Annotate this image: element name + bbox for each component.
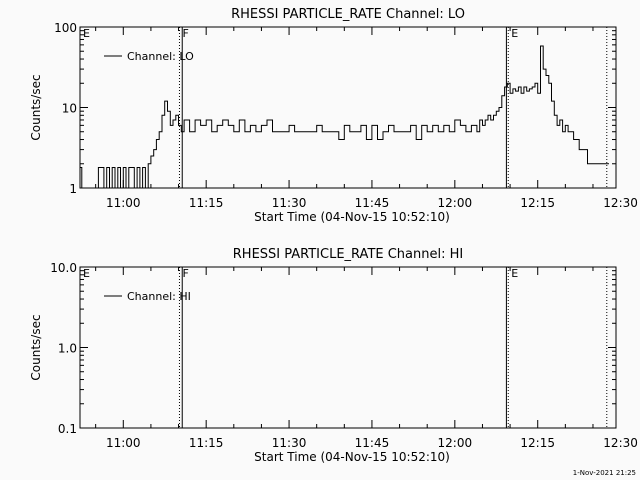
x-tick-label: 11:45 [355,436,390,450]
event-marker-label: E [511,27,518,40]
chart-title: RHESSI PARTICLE_RATE Channel: LO [231,7,465,22]
x-tick-label: 12:15 [520,196,555,210]
chart-hi: RHESSI PARTICLE_RATE Channel: HI 0.1 1.0 10… [29,247,638,464]
x-tick-label: 12:00 [438,196,473,210]
series-line [80,45,609,189]
legend-label: Channel: HI [127,290,191,303]
x-tick-label: 11:30 [272,436,307,450]
x-tick-label: 12:30 [603,196,638,210]
x-tick-label: 12:00 [438,436,473,450]
y-axis-label: Counts/sec [29,74,43,140]
x-tick-label: 11:30 [272,196,307,210]
event-marker-label: F [182,267,188,280]
x-tick-label: 11:15 [189,196,224,210]
y-tick-label: 0.1 [58,422,77,436]
y-tick-label: 10 [62,102,77,116]
x-tick-label: 12:30 [603,436,638,450]
event-marker-label: E [83,267,90,280]
event-marker-label: E [83,27,90,40]
y-tick-label: 100 [54,21,77,35]
event-marker-label: E [511,267,518,280]
event-marker-label: F [182,27,188,40]
x-axis-label: Start Time (04-Nov-15 10:52:10) [254,450,450,464]
x-tick-label: 11:15 [189,436,224,450]
y-tick-label: 1 [69,182,77,196]
y-tick-label: 1.0 [58,342,77,356]
x-tick-label: 12:15 [520,436,555,450]
x-tick-label: 11:00 [106,436,141,450]
x-tick-label: 11:45 [355,196,390,210]
footer-timestamp: 1-Nov-2021 21:25 [573,469,636,477]
x-tick-label: 11:00 [106,196,141,210]
x-axis-label: Start Time (04-Nov-15 10:52:10) [254,210,450,224]
y-axis-label: Counts/sec [29,314,43,380]
legend-label: Channel: LO [127,50,194,63]
y-tick-label: 10.0 [50,261,77,275]
chart-lo: RHESSI PARTICLE_RATE Channel: LO 1 10 100 11… [29,7,638,224]
chart-title: RHESSI PARTICLE_RATE Channel: HI [233,247,463,262]
